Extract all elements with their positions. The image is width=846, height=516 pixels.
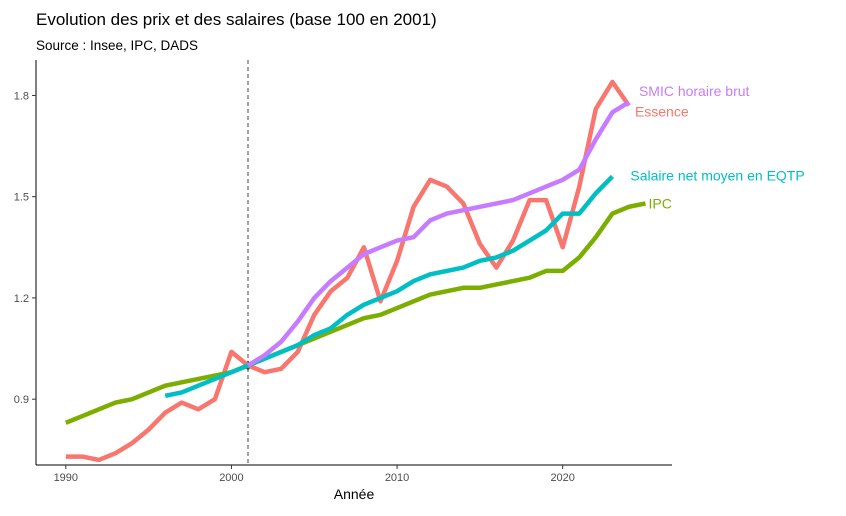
x-axis-title: Année [334, 486, 375, 502]
x-tick-label: 2010 [385, 472, 409, 484]
series-label-essence: Essence [635, 104, 689, 120]
chart-subtitle: Source : Insee, IPC, DADS [36, 38, 199, 53]
y-tick-label: 1.2 [14, 293, 29, 305]
y-tick-label: 1.5 [14, 192, 29, 204]
series-lines [64, 79, 646, 463]
x-tick-label: 2000 [219, 472, 243, 484]
y-tick-label: 0.9 [14, 394, 29, 406]
series-label-salaire-net-moyen-en-eqtp: Salaire net moyen en EQTP [630, 167, 804, 183]
x-tick-label: 2020 [550, 472, 574, 484]
series-line-essence [65, 79, 631, 463]
reference-layer [243, 60, 253, 465]
series-label-ipc: IPC [649, 195, 672, 211]
chart-title: Evolution des prix et des salaires (base… [36, 10, 437, 29]
series-line-ipc [64, 201, 646, 425]
y-tick-label: 1.8 [14, 90, 29, 102]
series-labels: Essence IPC Salaire net moyen en EQTP SMIC … [630, 83, 804, 211]
series-label-smic-horaire-brut: SMIC horaire brut [639, 83, 750, 99]
series-line-smic-horaire-brut [246, 100, 631, 368]
series-line-salaire-net-moyen-en-eqtp [164, 174, 615, 399]
x-tick-label: 1990 [54, 472, 78, 484]
axes: 0.9 1.2 1.5 1.8 1990 2000 2010 2020 Année [14, 60, 672, 502]
